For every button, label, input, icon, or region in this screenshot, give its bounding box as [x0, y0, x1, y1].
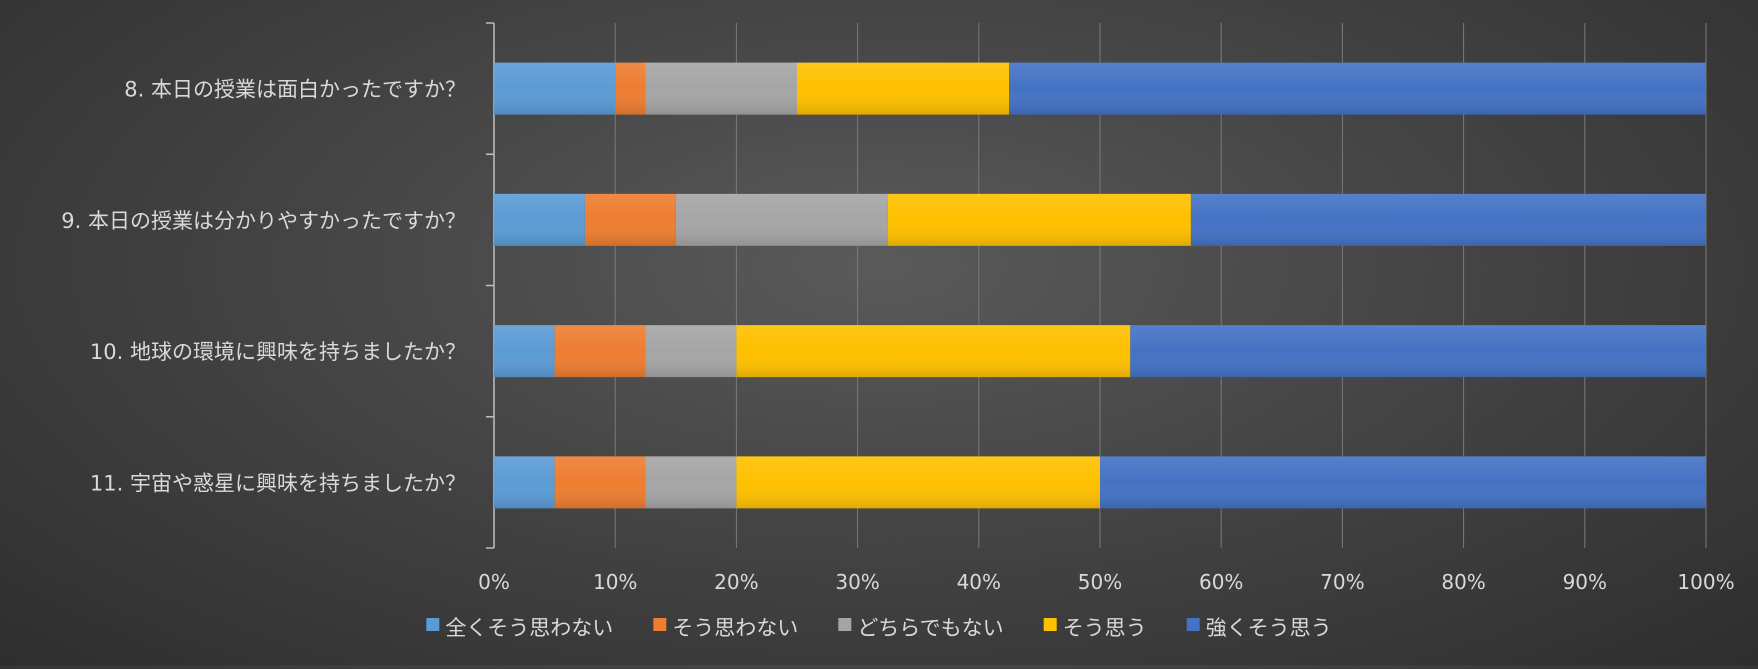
bar-segment-shade: [554, 456, 646, 509]
legend-swatch: [838, 618, 852, 631]
bar-segment-shade: [645, 325, 737, 378]
bar-segment-shade: [494, 325, 555, 378]
category-label: 10. 地球の環境に興味を持ちましたか？: [90, 340, 466, 364]
x-tick-label: 100%: [1677, 570, 1734, 594]
legend-label: 全くそう思わない: [445, 616, 613, 640]
bar-segment-shade: [494, 193, 585, 246]
legend-swatch: [1043, 618, 1057, 631]
bar-segment-shade: [1009, 62, 1706, 115]
bar-segment-shade: [736, 325, 1131, 378]
bar-segment-shade: [1130, 325, 1706, 378]
bar-segment-shade: [1190, 193, 1706, 246]
x-tick-label: 50%: [1078, 570, 1122, 594]
category-label: 11. 宇宙や惑星に興味を持ちましたか？: [90, 471, 466, 495]
x-tick-label: 90%: [1563, 570, 1607, 594]
bar-segment-shade: [554, 325, 646, 378]
x-tick-label: 0%: [478, 570, 510, 594]
legend: 全くそう思わない そう思わない どちらでもない そう思う 強くそう思う: [426, 616, 1332, 640]
x-tick-label: 80%: [1441, 570, 1485, 594]
bar-segment-shade: [584, 193, 676, 246]
bar-segment-shade: [1100, 456, 1706, 509]
x-tick-label: 70%: [1320, 570, 1364, 594]
x-tick-labels: 0% 10% 20% 30% 40% 50% 60% 70% 80% 90% 100%: [478, 570, 1734, 594]
category-label: 8. 本日の授業は面白かったですか？: [124, 78, 466, 102]
legend-label: そう思わない: [672, 616, 798, 640]
bar-segment-shade: [615, 62, 646, 115]
category-axis: [486, 22, 495, 549]
x-tick-label: 60%: [1199, 570, 1243, 594]
legend-swatch: [653, 618, 667, 631]
x-tick-label: 30%: [835, 570, 879, 594]
bar-segment-shade: [494, 456, 555, 509]
category-label: 9. 本日の授業は分かりやすかったですか？: [61, 209, 466, 233]
category-labels: 8. 本日の授業は面白かったですか？ 9. 本日の授業は分かりやすかったですか？ 1…: [61, 78, 466, 496]
legend-label: そう思う: [1063, 616, 1147, 640]
bar-segment-shade: [645, 456, 737, 509]
legend-label: どちらでもない: [857, 616, 1003, 640]
legend-swatch: [1186, 618, 1200, 631]
bar-segment-shade: [736, 456, 1100, 509]
bar-segment-shade: [675, 193, 888, 246]
x-tick-label: 20%: [714, 570, 758, 594]
bar-segment-shade: [797, 62, 1010, 115]
bar-segment-shade: [494, 62, 616, 115]
x-tick-label: 10%: [593, 570, 637, 594]
bars: [494, 62, 1706, 509]
bar-segment-shade: [887, 193, 1191, 246]
x-tick-label: 40%: [957, 570, 1001, 594]
bar-segment-shade: [645, 62, 797, 115]
legend-label: 強くそう思う: [1206, 616, 1332, 640]
legend-swatch: [426, 618, 440, 631]
